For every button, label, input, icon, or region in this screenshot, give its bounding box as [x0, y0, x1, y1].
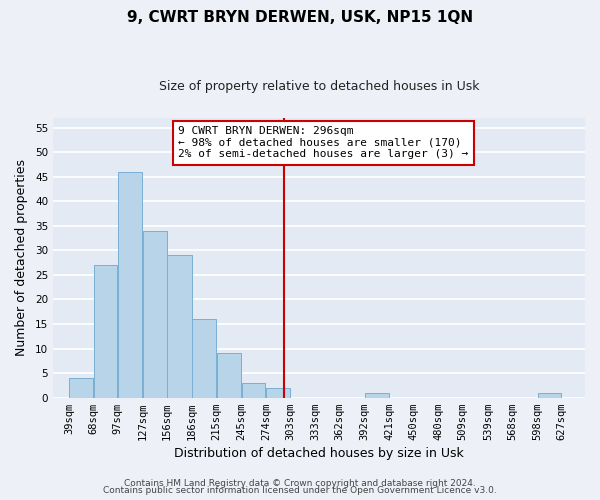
- Text: 9, CWRT BRYN DERWEN, USK, NP15 1QN: 9, CWRT BRYN DERWEN, USK, NP15 1QN: [127, 10, 473, 25]
- Bar: [167, 256, 192, 398]
- Bar: [118, 172, 142, 398]
- Bar: [538, 393, 561, 398]
- Y-axis label: Number of detached properties: Number of detached properties: [15, 159, 28, 356]
- X-axis label: Distribution of detached houses by size in Usk: Distribution of detached houses by size …: [174, 447, 464, 460]
- Text: Contains public sector information licensed under the Open Government Licence v3: Contains public sector information licen…: [103, 486, 497, 495]
- Title: Size of property relative to detached houses in Usk: Size of property relative to detached ho…: [159, 80, 479, 93]
- Bar: [143, 230, 167, 398]
- Bar: [365, 393, 389, 398]
- Text: Contains HM Land Registry data © Crown copyright and database right 2024.: Contains HM Land Registry data © Crown c…: [124, 478, 476, 488]
- Bar: [266, 388, 290, 398]
- Bar: [94, 265, 117, 398]
- Bar: [193, 319, 216, 398]
- Bar: [70, 378, 93, 398]
- Text: 9 CWRT BRYN DERWEN: 296sqm
← 98% of detached houses are smaller (170)
2% of semi: 9 CWRT BRYN DERWEN: 296sqm ← 98% of deta…: [178, 126, 469, 160]
- Bar: [217, 354, 241, 398]
- Bar: [242, 383, 265, 398]
